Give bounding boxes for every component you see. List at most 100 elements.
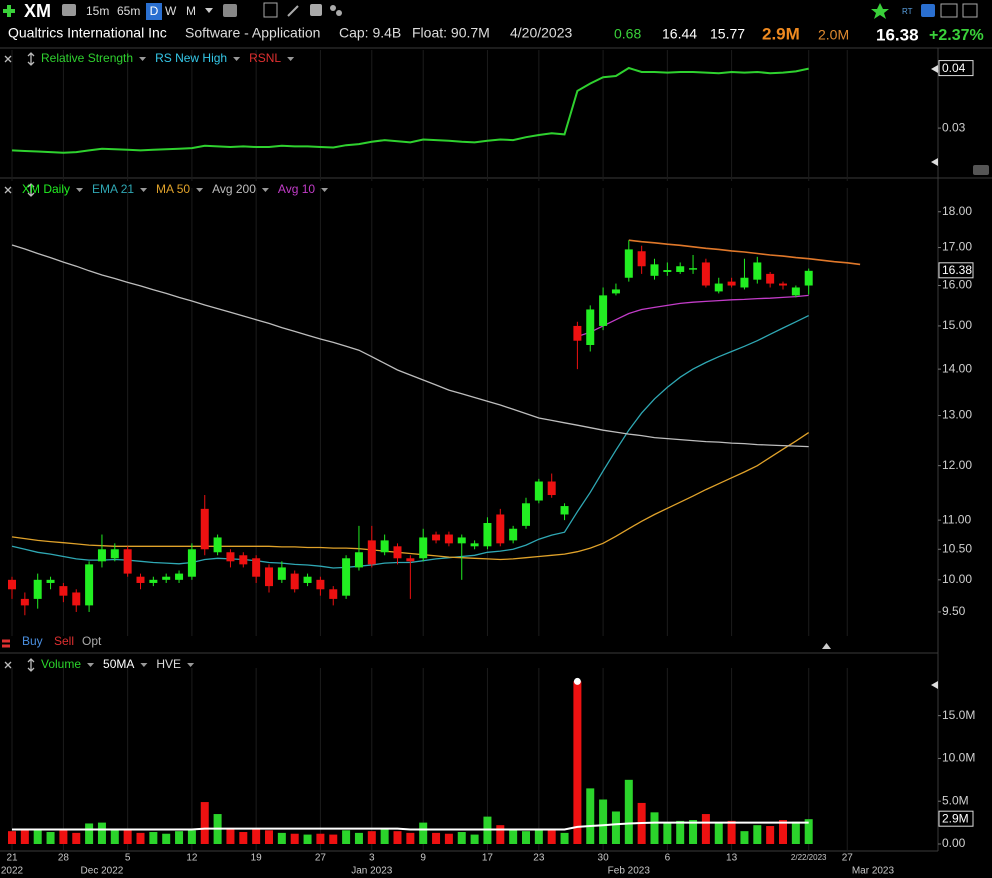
- icon[interactable]: [871, 3, 889, 19]
- candle-body: [46, 579, 55, 583]
- dropdown[interactable]: [233, 57, 241, 61]
- close-icon[interactable]: [4, 186, 12, 194]
- legend-entry[interactable]: Relative Strength: [41, 51, 133, 65]
- icon[interactable]: [287, 5, 299, 17]
- opt-button[interactable]: Opt: [82, 634, 102, 648]
- move-icon[interactable]: [27, 52, 35, 66]
- x-month-label: Feb 2023: [608, 866, 651, 877]
- icon[interactable]: [62, 4, 76, 16]
- icon[interactable]: [973, 165, 989, 175]
- close-icon[interactable]: [4, 55, 12, 63]
- move-icon[interactable]: [27, 183, 35, 197]
- volume-bar: [419, 822, 428, 844]
- legend-entry[interactable]: MA 50: [156, 182, 190, 196]
- volume-bar: [701, 814, 710, 844]
- candle-body: [329, 589, 338, 599]
- trendline: [628, 239, 861, 266]
- toolbar: XM 15m 65m D W M RT: [3, 1, 978, 21]
- candle-body: [59, 586, 68, 596]
- icon[interactable]: [921, 4, 935, 17]
- dropdown[interactable]: [139, 57, 147, 61]
- last-value-label: 0.04: [942, 61, 966, 75]
- icon[interactable]: [962, 3, 978, 18]
- candle-body: [342, 558, 351, 596]
- volume-bar: [354, 832, 363, 844]
- icon[interactable]: [223, 4, 237, 17]
- dropdown[interactable]: [205, 8, 213, 13]
- volume-bar: [791, 821, 800, 844]
- candle-body: [599, 295, 608, 326]
- volume-bar: [650, 812, 659, 844]
- legend-entry[interactable]: RS New High: [155, 51, 227, 65]
- last-value-box: [938, 60, 974, 77]
- candle-body: [432, 534, 441, 541]
- volume-bar: [187, 830, 196, 844]
- candle-body: [97, 549, 106, 562]
- volume-bar: [804, 819, 813, 844]
- candle-body: [110, 549, 119, 559]
- volume-bar: [611, 811, 620, 844]
- dropdown[interactable]: [196, 188, 204, 192]
- dropdown[interactable]: [261, 188, 269, 192]
- interval[interactable]: 15m: [86, 4, 109, 18]
- interval[interactable]: W: [165, 4, 177, 18]
- icon[interactable]: [940, 3, 958, 18]
- last-value-box: [938, 810, 974, 827]
- close-icon[interactable]: [4, 661, 12, 669]
- volume-bar: [162, 833, 171, 844]
- x-tick-label: 5: [125, 853, 131, 864]
- y-tick-label: 5.0M: [942, 793, 969, 807]
- legend-entry[interactable]: RSNL: [249, 51, 281, 65]
- legend-entry[interactable]: Volume: [41, 657, 81, 671]
- float: Float: 90.7M: [412, 25, 490, 41]
- dropdown[interactable]: [76, 188, 84, 192]
- buy-button[interactable]: Buy: [22, 634, 43, 648]
- dropdown[interactable]: [321, 188, 329, 192]
- dropdown[interactable]: [140, 188, 148, 192]
- symbol[interactable]: XM: [24, 1, 51, 21]
- dropdown[interactable]: [287, 57, 295, 61]
- volume-bar: [303, 834, 312, 844]
- candle-body: [727, 281, 736, 286]
- interval[interactable]: M: [186, 4, 196, 18]
- legend-entry[interactable]: 50MA: [103, 657, 134, 671]
- rs-line: [11, 66, 809, 154]
- move-icon[interactable]: [27, 658, 35, 672]
- candle-body: [766, 273, 775, 284]
- candle-body: [663, 270, 672, 272]
- sell-button[interactable]: Sell: [54, 634, 74, 648]
- candle-body: [303, 576, 312, 583]
- dropdown[interactable]: [187, 663, 195, 667]
- volume-bar: [329, 834, 338, 844]
- candle-body: [85, 564, 94, 606]
- legend-entry[interactable]: Avg 200: [212, 182, 256, 196]
- candle-body: [20, 598, 29, 606]
- icon[interactable]: [263, 2, 278, 18]
- candle-body: [573, 325, 582, 341]
- x-month-label: Dec 2022: [81, 866, 124, 877]
- dropdown[interactable]: [140, 663, 148, 667]
- cap: Cap: 9.4B: [339, 25, 401, 41]
- legend-entry[interactable]: HVE: [156, 657, 181, 671]
- legend-entry[interactable]: Avg 10: [278, 182, 315, 196]
- quote: 16.44: [662, 26, 697, 42]
- icon[interactable]: [336, 10, 342, 16]
- dropdown[interactable]: [87, 663, 95, 667]
- icon[interactable]: RT: [902, 7, 913, 16]
- volume-bar: [277, 832, 286, 844]
- interval[interactable]: D: [150, 4, 159, 18]
- legend-entry[interactable]: XM Daily: [22, 182, 70, 196]
- volume-bar: [560, 832, 569, 844]
- icon[interactable]: [330, 5, 336, 11]
- y-tick-label: 18.00: [942, 204, 972, 218]
- legend-entry[interactable]: EMA 21: [92, 182, 134, 196]
- add-icon[interactable]: [3, 5, 15, 17]
- candle-body: [714, 283, 723, 292]
- interval[interactable]: 65m: [117, 4, 140, 18]
- icon[interactable]: [310, 4, 322, 16]
- candle-body: [393, 546, 402, 559]
- collapse-icon[interactable]: [822, 643, 831, 649]
- volume-bar: [85, 823, 94, 844]
- y-tick-label: 11.00: [942, 512, 971, 526]
